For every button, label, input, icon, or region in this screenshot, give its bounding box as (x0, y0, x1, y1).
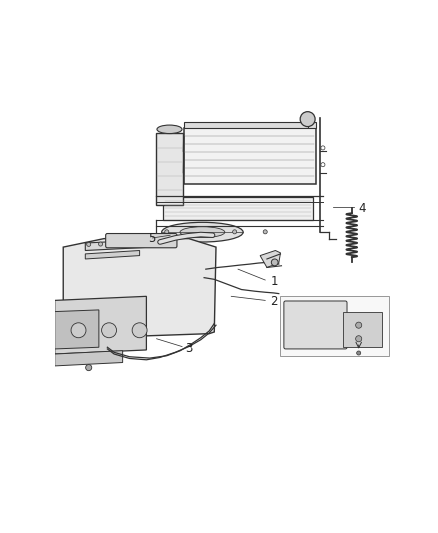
Text: 3: 3 (185, 342, 193, 356)
Circle shape (263, 230, 267, 234)
FancyBboxPatch shape (284, 301, 347, 349)
Circle shape (71, 323, 86, 338)
Text: 1: 1 (270, 274, 278, 287)
Circle shape (271, 259, 278, 266)
Circle shape (87, 243, 91, 246)
Circle shape (321, 146, 325, 150)
Polygon shape (55, 296, 146, 354)
Text: 5: 5 (148, 232, 155, 245)
Circle shape (233, 230, 237, 234)
Ellipse shape (180, 227, 225, 238)
Circle shape (99, 242, 102, 246)
Circle shape (300, 111, 315, 127)
Circle shape (110, 241, 114, 246)
Bar (280, 296, 389, 356)
Circle shape (134, 241, 138, 245)
Circle shape (132, 323, 147, 338)
Bar (155, 133, 184, 205)
Circle shape (357, 351, 361, 355)
Circle shape (86, 365, 92, 370)
Text: 2: 2 (270, 295, 278, 308)
Polygon shape (55, 351, 123, 366)
Polygon shape (85, 239, 172, 251)
Bar (184, 122, 316, 128)
Circle shape (165, 230, 169, 234)
Polygon shape (55, 310, 99, 349)
Circle shape (356, 322, 362, 328)
Text: 4: 4 (359, 201, 366, 215)
Polygon shape (260, 251, 280, 268)
Polygon shape (85, 251, 140, 259)
Circle shape (356, 336, 362, 342)
Bar (163, 197, 313, 220)
Circle shape (321, 163, 325, 167)
Bar (184, 128, 316, 184)
Circle shape (146, 241, 150, 245)
FancyBboxPatch shape (106, 233, 177, 248)
Circle shape (102, 323, 117, 338)
Circle shape (122, 241, 127, 245)
Polygon shape (63, 239, 216, 339)
Ellipse shape (157, 125, 182, 134)
Ellipse shape (162, 222, 243, 242)
Circle shape (158, 240, 162, 245)
Bar (343, 312, 381, 347)
